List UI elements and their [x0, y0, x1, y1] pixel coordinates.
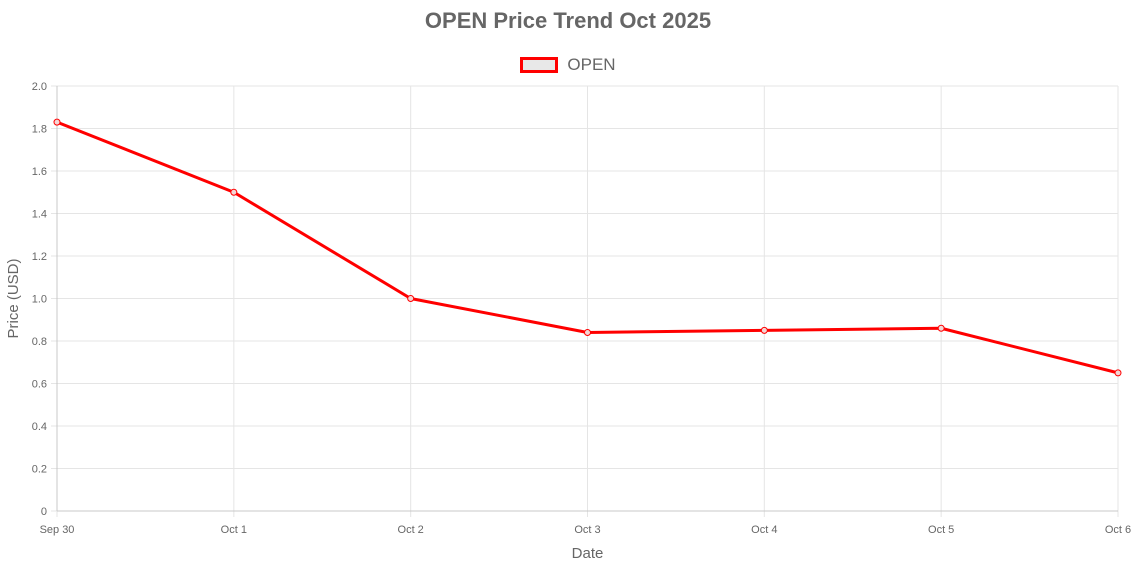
grid-lines [51, 85, 1119, 517]
x-axis-title: Date [572, 545, 604, 562]
data-point [937, 324, 945, 332]
y-tick-label: 1.6 [32, 166, 47, 178]
y-axis-ticks: 0 0.2 0.4 0.6 0.8 1.0 1.2 1.4 1.6 1.8 2.0 [32, 81, 47, 518]
data-point [1114, 369, 1122, 377]
x-tick-label: Oct 2 [398, 524, 424, 536]
axes [56, 86, 1118, 512]
y-tick-label: 1.0 [32, 294, 47, 306]
legend-label-open[interactable]: OPEN [567, 55, 616, 74]
legend[interactable]: OPEN [0, 55, 1136, 75]
data-point [407, 295, 415, 302]
y-tick-label: 0.6 [32, 379, 47, 391]
x-tick-label: Oct 3 [574, 524, 600, 536]
y-tick-label: 2.0 [32, 81, 47, 93]
x-tick-label: Oct 4 [751, 524, 777, 536]
x-tick-label: Sep 30 [40, 524, 75, 536]
data-point [53, 118, 61, 126]
series-open [53, 118, 1122, 377]
x-axis-ticks: Sep 30 Oct 1 Oct 2 Oct 3 Oct 4 Oct 5 Oct 6 [40, 524, 1132, 536]
y-axis-title: Price (USD) [5, 258, 22, 338]
x-tick-label: Oct 1 [221, 524, 247, 536]
y-tick-label: 0.2 [32, 464, 47, 476]
y-tick-label: 0.4 [32, 421, 47, 433]
y-tick-label: 1.8 [32, 124, 47, 136]
data-point [230, 188, 238, 196]
legend-swatch-open[interactable] [520, 57, 559, 73]
data-point [584, 329, 591, 336]
y-tick-label: 0.8 [32, 336, 47, 348]
x-tick-label: Oct 6 [1105, 524, 1131, 536]
data-point [760, 326, 768, 334]
y-tick-label: 1.4 [32, 209, 47, 221]
y-tick-label: 1.2 [32, 251, 47, 263]
y-tick-label: 0 [41, 506, 47, 518]
x-tick-label: Oct 5 [928, 524, 954, 536]
chart-title: OPEN Price Trend Oct 2025 [424, 8, 712, 33]
